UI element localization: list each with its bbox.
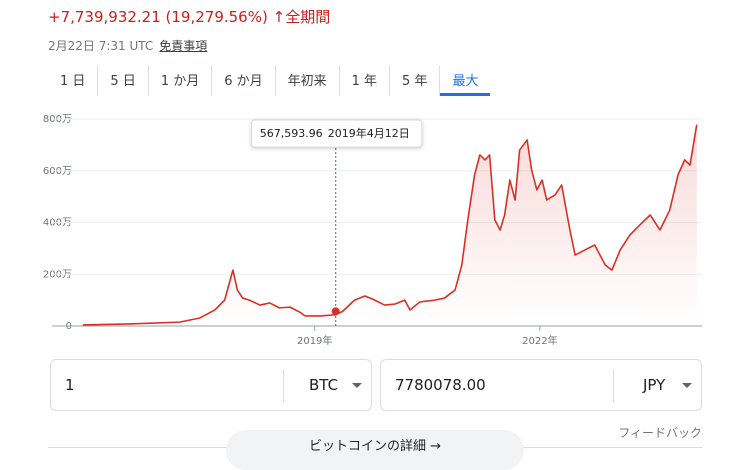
timestamp-line: 2月22日 7:31 UTC 免責事項: [48, 37, 207, 54]
dropdown-caret[interactable]: [682, 383, 692, 388]
details-button[interactable]: ビットコインの詳細 →: [226, 430, 524, 470]
tooltip-box: [251, 119, 423, 148]
amount-box[interactable]: 1 BTC: [50, 359, 372, 411]
to-currency[interactable]: JPY: [643, 376, 666, 394]
arrow-icon: →: [430, 439, 442, 454]
change-value: +7,739,932.21 (19,279.56%): [48, 8, 268, 26]
range-tab[interactable]: 5 日: [98, 66, 149, 96]
timestamp: 2月22日 7:31 UTC: [48, 39, 154, 53]
range-tab[interactable]: 6 か月: [212, 66, 276, 96]
amount[interactable]: 1: [65, 376, 75, 394]
dropdown-caret[interactable]: [352, 383, 362, 388]
up-arrow: ↑: [272, 8, 286, 26]
separator: [613, 370, 614, 402]
disclaimer-link[interactable]: 免責事項: [159, 39, 208, 53]
result-box[interactable]: 7780078.00 JPY: [380, 359, 702, 411]
range-tab[interactable]: 5 年: [390, 66, 441, 96]
range-tab[interactable]: 1 か月: [149, 66, 213, 96]
hover-point: [331, 307, 340, 316]
price-change: +7,739,932.21 (19,279.56%) ↑全期間: [48, 6, 330, 27]
range-tab[interactable]: 1 年: [340, 66, 391, 96]
x-tick-label: 2022年: [522, 334, 557, 347]
x-tick-label: 2019年: [297, 334, 332, 347]
price-line: [82, 124, 698, 326]
chart: 0200万400万600万800万2019年2022年567,593.96201…: [43, 114, 702, 347]
range-tab[interactable]: 年初来: [276, 66, 340, 96]
area-fill: [82, 124, 697, 326]
result[interactable]: 7780078.00: [395, 376, 486, 394]
details-label: ビットコインの詳細: [308, 439, 426, 454]
range-tab[interactable]: 1 日: [48, 66, 99, 96]
range-tab[interactable]: 最大: [440, 66, 491, 96]
from-currency[interactable]: BTC: [309, 376, 339, 394]
tooltip-date: 2019年4月12日: [328, 126, 410, 140]
period: 全期間: [285, 8, 331, 26]
tooltip-value: 567,593.96: [260, 127, 323, 140]
separator: [283, 370, 284, 402]
feedback-link[interactable]: フィードバック: [618, 426, 702, 440]
